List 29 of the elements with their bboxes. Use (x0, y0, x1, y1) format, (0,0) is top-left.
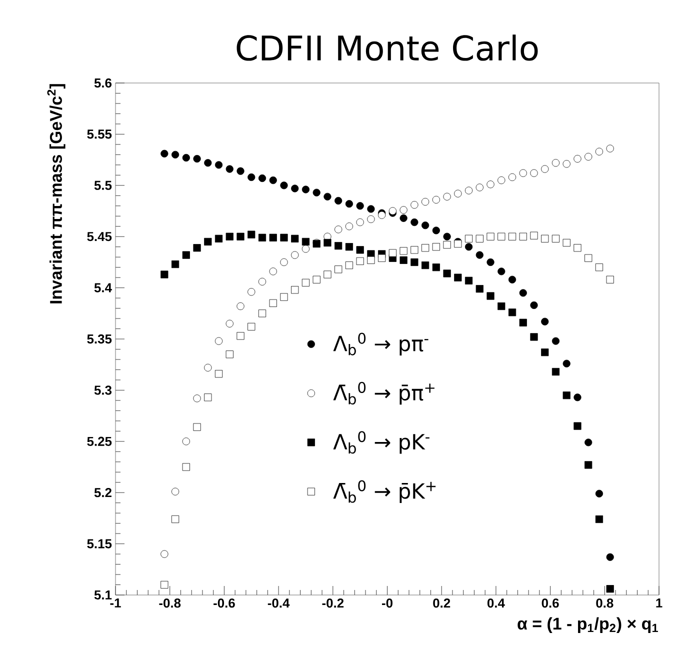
x-axis-title: α = (1 - p$_{1}$/p$_{2}$) × q$_{1}$ (518, 617, 658, 633)
x-tick-label: 0.8 (596, 598, 614, 608)
y-tick-label: 5.45 (87, 232, 112, 242)
y-tick-label: 5.1 (94, 590, 112, 600)
y-tick-label: 5.15 (87, 539, 112, 548)
y-tick-label: 5.5 (94, 180, 112, 190)
y-tick-label: 5.25 (87, 436, 112, 446)
x-tick-label: -0 (382, 598, 392, 608)
legend-label: Λ̄$_{b}$$^{0}$ → p̄K$^{+}$ (333, 480, 436, 503)
y-tick-label: 5.6 (94, 78, 112, 88)
x-tick-label: -1 (110, 598, 121, 608)
x-tick-label: 0.2 (433, 598, 450, 608)
x-tick-label: 0.4 (487, 598, 505, 608)
x-tick-label: 0.6 (542, 598, 559, 608)
y-tick-label: 5.35 (87, 334, 112, 344)
y-tick-label: 5.55 (87, 130, 112, 139)
x-tick-label: -0.8 (159, 598, 181, 608)
legend-label: Λ̄$_{b}$$^{0}$ → p̄π$^{+}$ (333, 382, 434, 405)
y-tick-label: 5.3 (94, 386, 112, 395)
legend-label: Λ$_{b}$$^{0}$ → pK$^{-}$ (333, 431, 430, 454)
legend-label: Λ$_{b}$$^{0}$ → pπ$^{-}$ (333, 332, 428, 356)
x-tick-label: -0.2 (322, 598, 344, 608)
x-tick-label: -0.4 (268, 598, 290, 608)
chart-title: CDFII Monte Carlo (236, 34, 538, 61)
y-tick-label: 5.2 (94, 488, 112, 498)
y-tick-label: 5.4 (94, 283, 112, 292)
x-tick-label: -0.6 (214, 598, 235, 608)
x-tick-label: 1 (656, 598, 662, 608)
y-axis-title: Invariant ππ-mass [GeV/c$^{2}$] (47, 84, 66, 304)
